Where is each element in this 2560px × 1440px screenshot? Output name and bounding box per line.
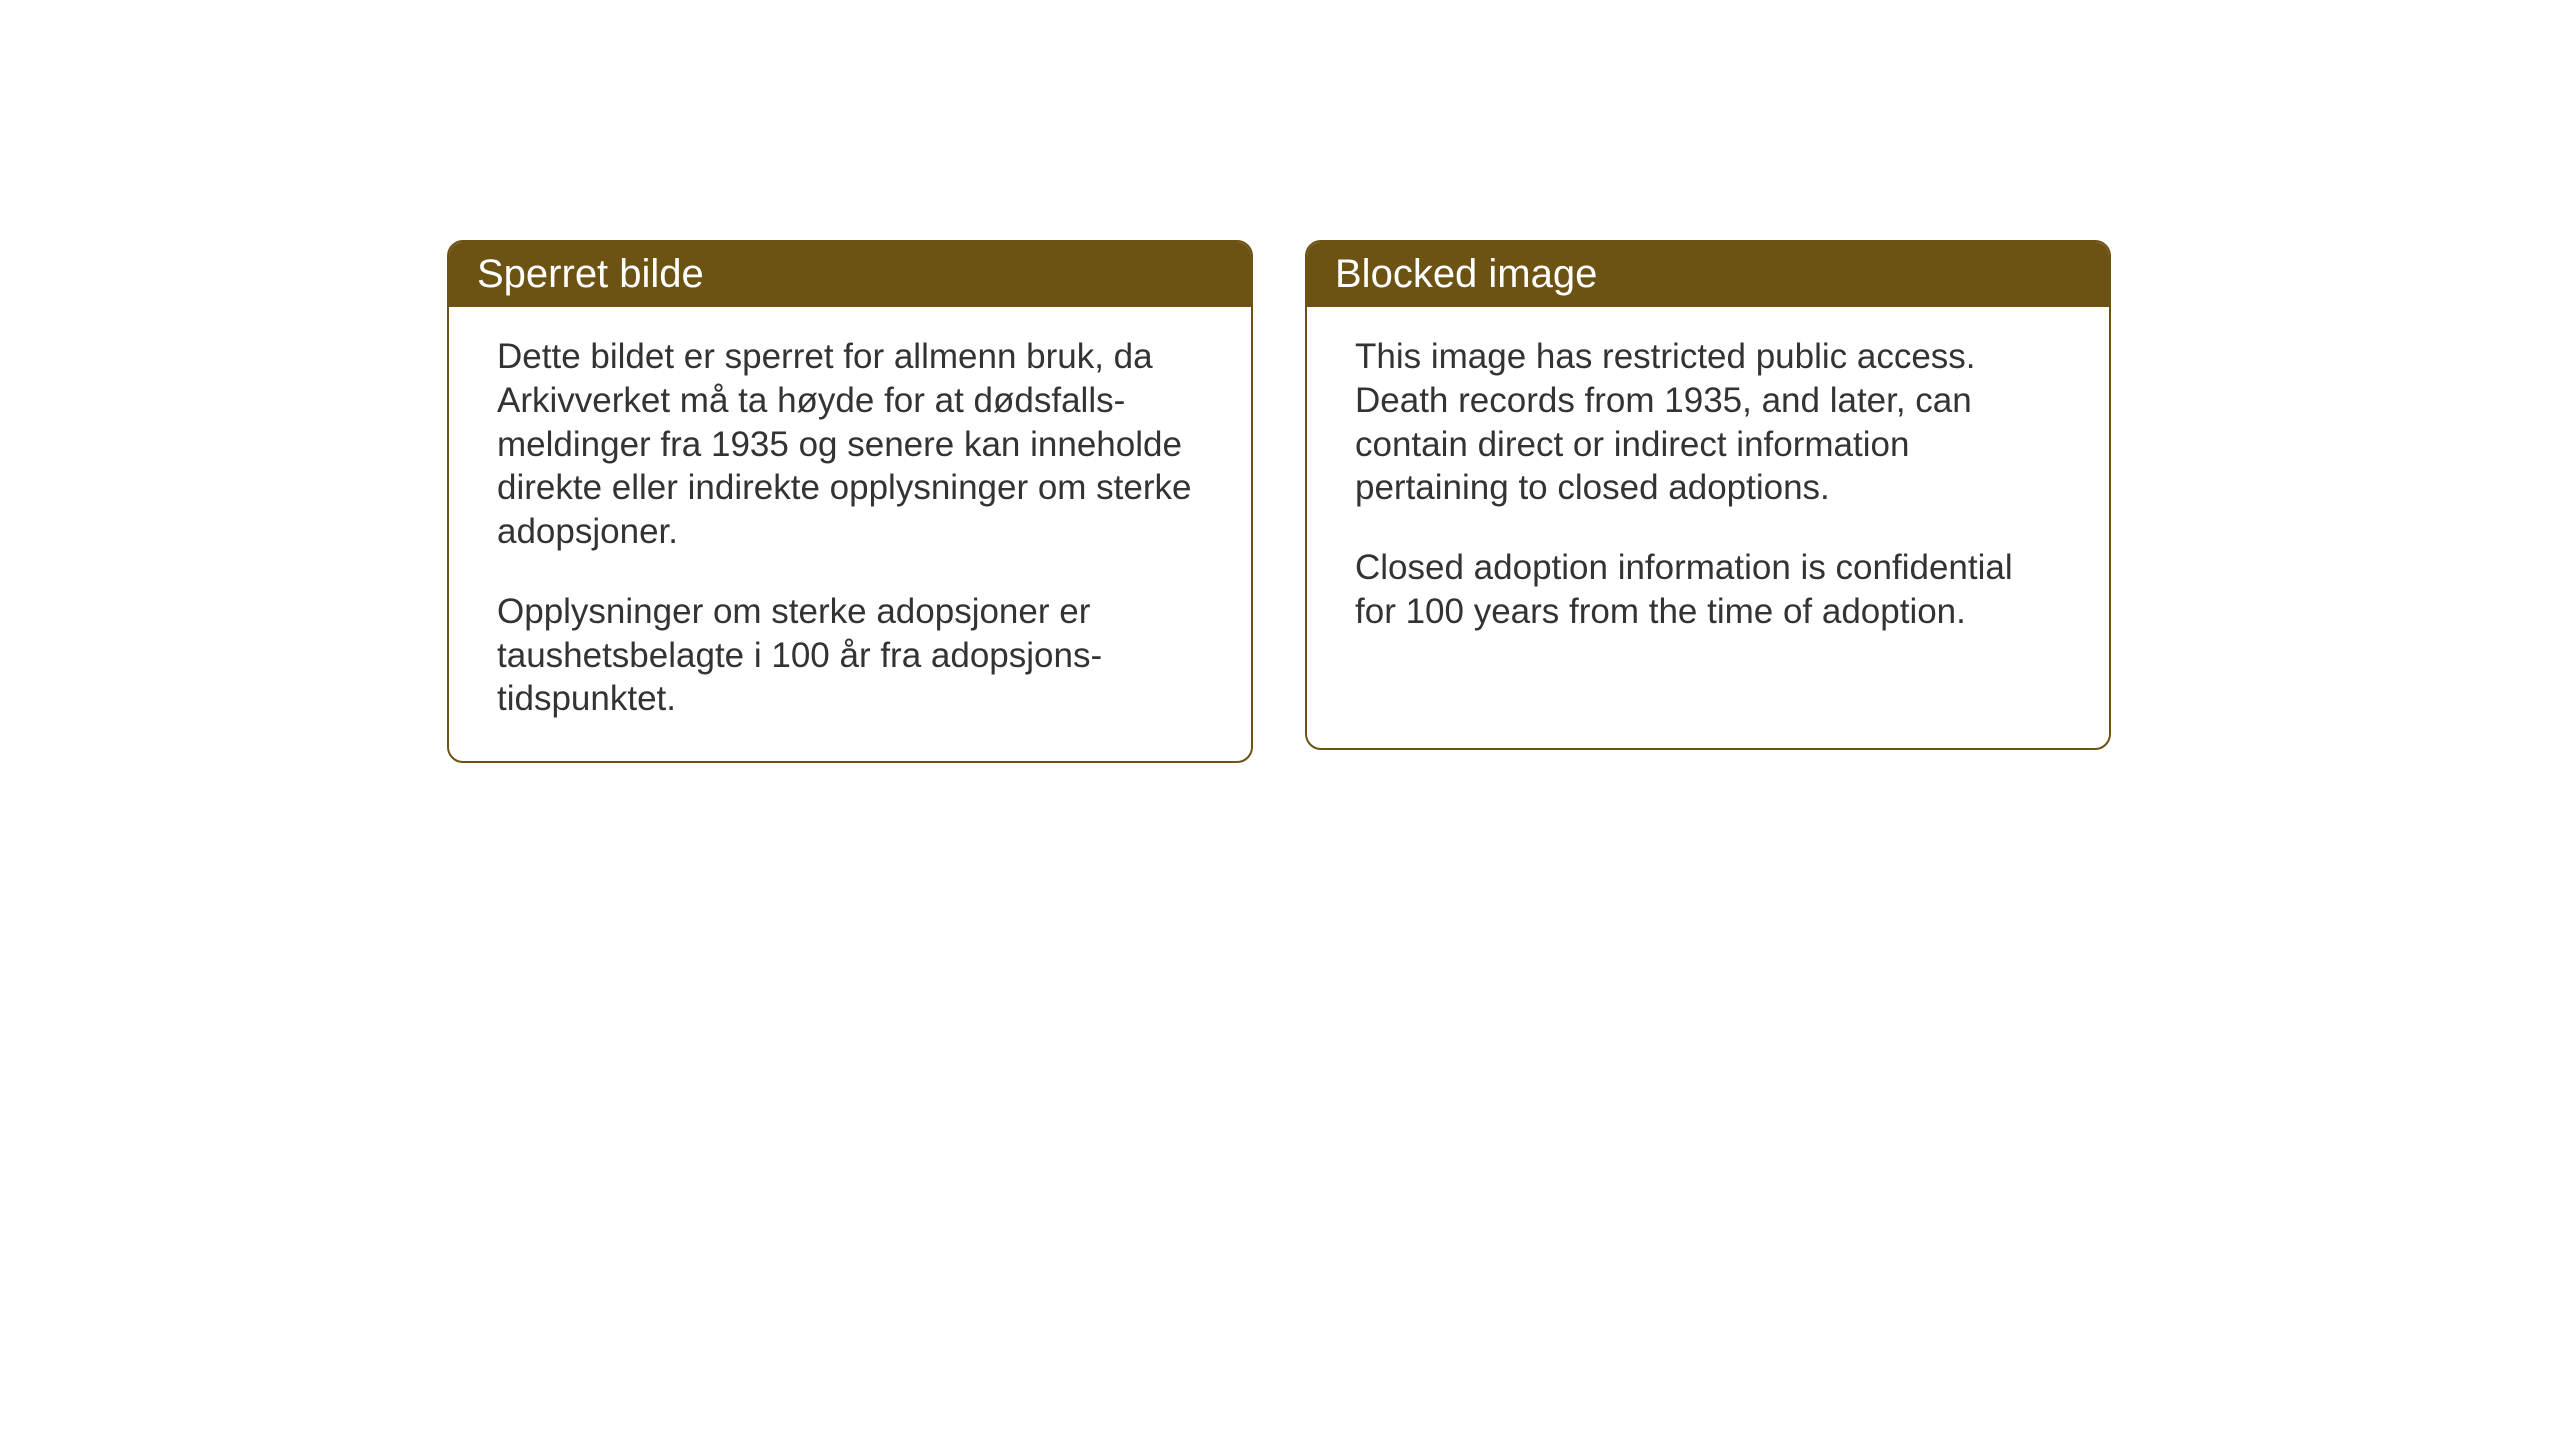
card-header-norwegian: Sperret bilde — [449, 242, 1251, 307]
card-header-english: Blocked image — [1307, 242, 2109, 307]
paragraph-2-norwegian: Opplysninger om sterke adopsjoner er tau… — [497, 590, 1203, 721]
notice-card-english: Blocked image This image has restricted … — [1305, 240, 2111, 750]
notice-container: Sperret bilde Dette bildet er sperret fo… — [447, 240, 2560, 763]
paragraph-1-english: This image has restricted public access.… — [1355, 335, 2061, 510]
card-body-english: This image has restricted public access.… — [1307, 307, 2109, 674]
notice-card-norwegian: Sperret bilde Dette bildet er sperret fo… — [447, 240, 1253, 763]
paragraph-1-norwegian: Dette bildet er sperret for allmenn bruk… — [497, 335, 1203, 554]
paragraph-2-english: Closed adoption information is confident… — [1355, 546, 2061, 634]
card-body-norwegian: Dette bildet er sperret for allmenn bruk… — [449, 307, 1251, 761]
